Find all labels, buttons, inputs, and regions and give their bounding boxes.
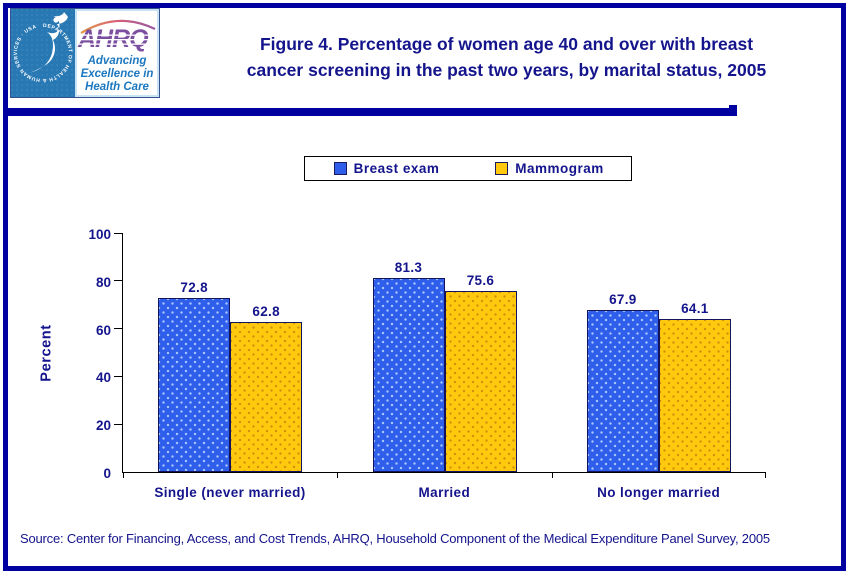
- chart-legend: Breast exam Mammogram: [304, 156, 632, 181]
- header-divider-end-cap: [729, 105, 737, 116]
- y-axis-tick-label: 80: [95, 274, 111, 290]
- bar-value-label: 64.1: [681, 300, 709, 316]
- y-axis-tick: [114, 280, 123, 282]
- figure-title-line2: cancer screening in the past two years, …: [246, 60, 767, 80]
- y-axis-tick-label: 100: [88, 227, 111, 242]
- bar-mammogram: [230, 321, 303, 472]
- tagline-line: Health Care: [85, 81, 149, 93]
- x-axis-boundary-tick: [123, 472, 124, 478]
- y-axis-tick: [114, 328, 123, 330]
- bar-value-label: 81.3: [394, 259, 423, 275]
- figure-title: Figure 4. Percentage of women age 40 and…: [168, 31, 845, 83]
- category-label: Single (never married): [154, 485, 306, 500]
- plot-area: 0 20 40 60 80 100 72.8 62.8 Single (never marrie…: [88, 227, 766, 500]
- y-axis-tick-label: 40: [95, 370, 111, 386]
- x-axis-boundary-tick: [337, 472, 339, 478]
- legend-item: Mammogram: [468, 161, 631, 176]
- bar-breast-exam: [586, 309, 659, 472]
- bar-mammogram: [658, 318, 731, 472]
- x-axis-boundary-tick: [765, 472, 766, 478]
- y-axis-tick-label: 20: [95, 418, 111, 434]
- y-axis-tick: [114, 375, 123, 377]
- category-label: No longer married: [597, 485, 721, 500]
- hhs-eagle-icon: DEPARTMENT OF HEALTH & HUMAN SERVICES · …: [11, 9, 75, 97]
- tagline-line: Advancing: [87, 55, 147, 67]
- legend-swatch-icon: [495, 162, 509, 175]
- bar-value-label: 62.8: [252, 303, 280, 319]
- category-label: Married: [418, 485, 471, 500]
- y-axis-title: Percent: [39, 323, 55, 382]
- legend-label: Mammogram: [515, 161, 604, 176]
- ahrq-tagline: Advancing Excellence in Health Care: [75, 55, 159, 94]
- y-axis-tick: [114, 232, 123, 234]
- ahrq-logo: AHRQ Advancing Excellence in Health Care: [75, 9, 159, 97]
- legend-item: Breast exam: [305, 161, 468, 176]
- bar-breast-exam: [158, 298, 231, 472]
- x-axis-boundary-tick: [551, 472, 553, 478]
- bar-breast-exam: [372, 277, 445, 472]
- bar-value-label: 75.6: [466, 273, 495, 289]
- y-axis-tick-label: 0: [103, 466, 111, 481]
- legend-label: Breast exam: [353, 161, 440, 176]
- y-axis-tick-label: 60: [95, 322, 111, 338]
- figure-title-line1: Figure 4. Percentage of women age 40 and…: [259, 34, 754, 54]
- bar-value-label: 67.9: [609, 291, 637, 307]
- bar-value-label: 72.8: [180, 280, 208, 296]
- source-note: Source: Center for Financing, Access, an…: [20, 531, 770, 546]
- ahrq-hhs-logo: DEPARTMENT OF HEALTH & HUMAN SERVICES · …: [10, 8, 160, 98]
- tagline-line: Excellence in: [80, 68, 154, 80]
- legend-swatch-icon: [333, 162, 347, 175]
- y-axis-tick: [114, 423, 123, 425]
- bar-mammogram: [444, 291, 517, 472]
- slide-border: [3, 3, 846, 571]
- header-divider-bar: [4, 108, 736, 116]
